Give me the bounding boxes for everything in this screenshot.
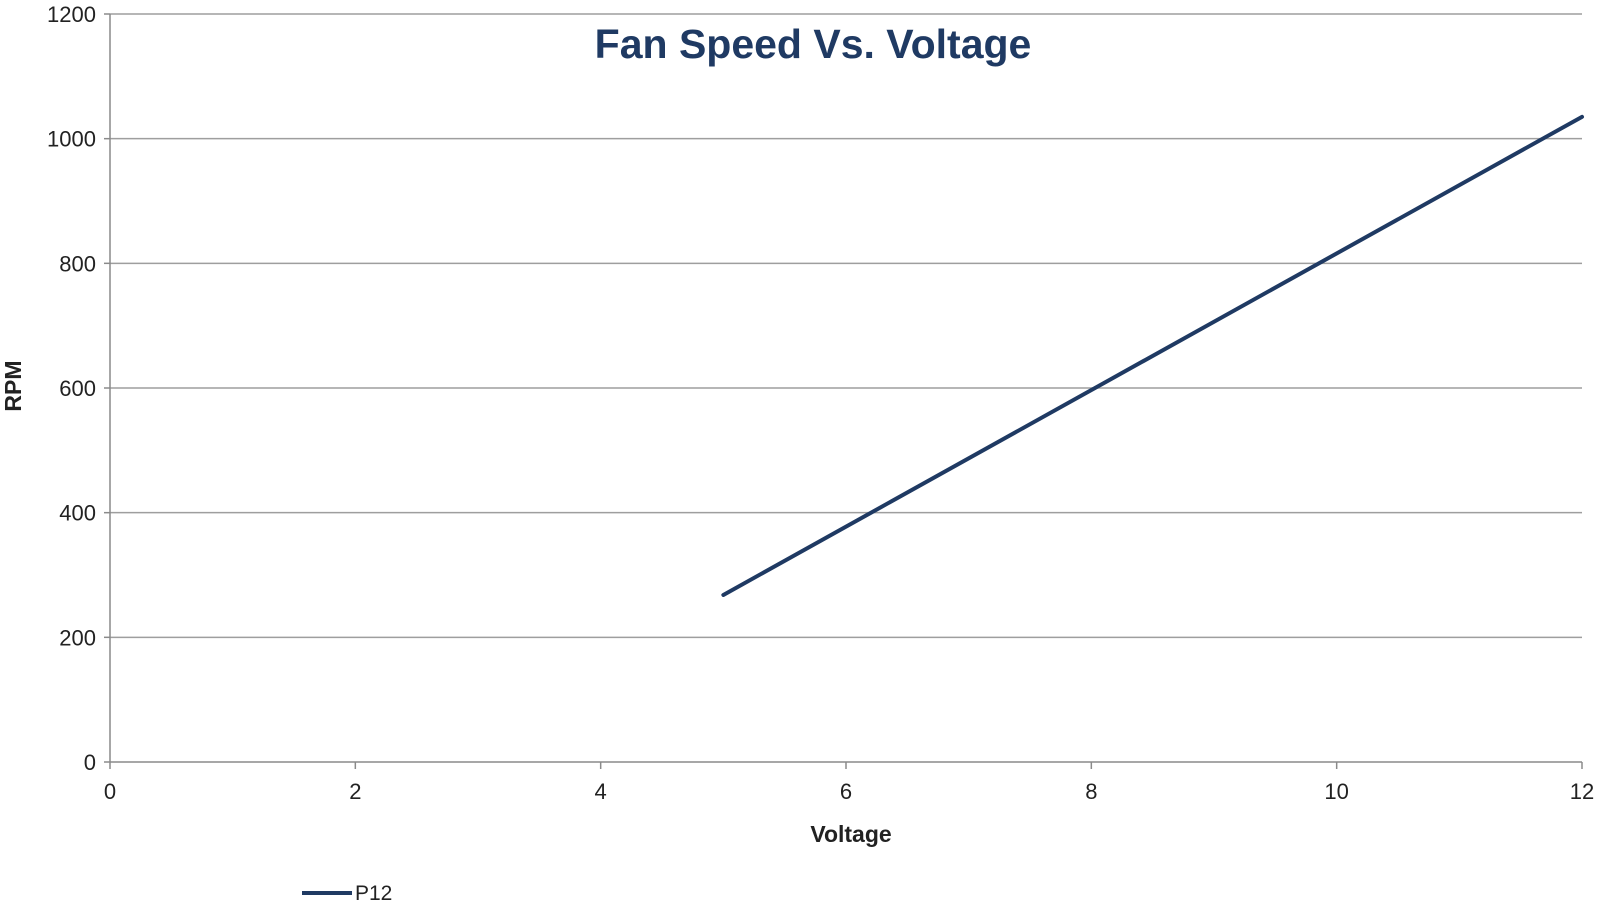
x-tick-label: 10 [1324, 779, 1348, 804]
x-tick-label: 6 [840, 779, 852, 804]
y-tick-label: 1000 [47, 127, 96, 152]
y-tick-label: 200 [59, 625, 96, 650]
x-tick-label: 12 [1570, 779, 1594, 804]
x-tick-label: 8 [1085, 779, 1097, 804]
y-tick-label: 0 [84, 750, 96, 775]
series-lines [721, 114, 1584, 597]
legend: P12 [302, 882, 392, 905]
y-tick-label: 400 [59, 501, 96, 526]
y-tick-label: 1200 [47, 2, 96, 27]
legend-label-p12: P12 [355, 882, 392, 905]
y-axis-title: RPM [0, 360, 26, 411]
tick-labels: 0 200 400 600 800 1000 1200 0 2 4 6 8 10 12 [47, 2, 1594, 804]
gridlines [110, 13, 1582, 639]
y-tick-label: 600 [59, 376, 96, 401]
axes [104, 13, 1583, 769]
x-tick-label: 4 [595, 779, 607, 804]
x-tick-label: 2 [349, 779, 361, 804]
x-tick-label: 0 [104, 779, 116, 804]
y-tick-label: 800 [59, 251, 96, 276]
x-axis-title: Voltage [810, 821, 891, 847]
chart-title: Fan Speed Vs. Voltage [595, 21, 1032, 67]
series-line-p12 [721, 114, 1584, 597]
